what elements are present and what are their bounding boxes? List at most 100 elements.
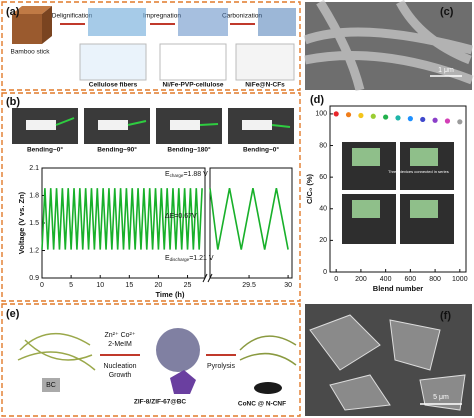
point [370, 113, 376, 119]
voltage-line [41, 188, 203, 250]
stage-label: NiFe@N-CFs [245, 82, 285, 89]
wire [127, 120, 147, 126]
plot-frame [329, 105, 467, 273]
x-tick-label: 1000 [452, 276, 468, 283]
y-tick-label: 40 [319, 206, 327, 213]
y-axis-label: Voltage (V vs. Zn) [17, 191, 26, 254]
x-axis-label: Blend number [373, 284, 424, 293]
x-tick-label: 10 [96, 282, 104, 289]
y-tick-label: 60 [319, 174, 327, 181]
panel-b-frame [1, 92, 301, 302]
annotation-part: =1.21 V [189, 255, 214, 262]
scale-label: 1 μm [438, 67, 454, 74]
fibers [239, 335, 297, 366]
panel-label: (e) [6, 308, 20, 320]
fiber-texture [303, 0, 474, 92]
point [383, 114, 389, 120]
axis-break [202, 273, 213, 283]
y-axis-label: C/C₀ (%) [305, 173, 314, 204]
mof-crystal [170, 370, 196, 394]
x-tick-label: 15 [125, 282, 133, 289]
device [352, 200, 380, 218]
annotation-part: discharge [170, 257, 190, 262]
product-label: CoNC @ N-CNF [238, 401, 286, 408]
annotation-part: =1.88 V [183, 171, 208, 178]
voltage-line [209, 188, 289, 250]
wire [199, 123, 219, 126]
inset-photos: Three devices connected in series [342, 142, 454, 244]
annotation: ΔE=0.67V [165, 213, 197, 220]
photo-label: Bending−0° [27, 146, 63, 154]
point [432, 117, 438, 123]
ions-label: Zn²⁺ Co²⁺ [104, 332, 135, 339]
x-tick-label: 30 [284, 282, 292, 289]
stage-box [159, 43, 227, 81]
panel-c: 1 μm (c) [303, 0, 474, 92]
point [407, 116, 413, 122]
fibers-icon [88, 8, 146, 36]
y-tick-label: 20 [319, 237, 327, 244]
product-powder [254, 382, 282, 394]
annotation: Edischarge=1.21 V [165, 255, 214, 262]
x-tick-label: 29.5 [242, 282, 256, 289]
x-tick-label: 200 [355, 276, 367, 283]
wire [55, 117, 75, 126]
growth-label: Growth [109, 372, 132, 379]
x-tick-label: 0 [40, 282, 44, 289]
mof-cluster [156, 328, 200, 372]
panel-label: (a) [6, 6, 20, 18]
bc-block [42, 378, 60, 392]
step-label: Carbonization [222, 13, 262, 20]
annotation: Echarge=1.88 V [165, 171, 208, 178]
mid-label: ZIF-8/ZIF-67@BC [134, 399, 187, 406]
photo-row: Bending−0° Bending−90° Bending−180° Bending… [12, 108, 294, 154]
step-label: Delignification [52, 13, 93, 20]
fibers-icon [258, 8, 296, 36]
x-tick-label: 800 [429, 276, 441, 283]
x-tick-label: 400 [380, 276, 392, 283]
y-tick-label: 1.2 [29, 247, 39, 254]
point [333, 111, 339, 117]
photo-label: Bending−180° [167, 146, 211, 154]
fibers [17, 333, 96, 371]
device [352, 148, 380, 166]
bamboo-label: Bamboo stick [10, 49, 50, 56]
y-tick-label: 100 [315, 111, 327, 118]
y-tick-label: 80 [319, 142, 327, 149]
device [242, 120, 272, 130]
flake-texture [309, 314, 466, 411]
stage-box [235, 43, 295, 81]
point [358, 112, 364, 119]
panel-d: (d) Three devices connected in series [310, 94, 454, 244]
device [410, 200, 438, 218]
bamboo-top [12, 6, 52, 14]
ligand-label: 2-MeIM [108, 341, 132, 348]
x-tick-label: 0 [334, 276, 338, 283]
device [98, 120, 128, 130]
x-axis-label: Time (h) [155, 290, 185, 299]
point [420, 116, 426, 123]
y-tick-label: 0.9 [29, 275, 39, 282]
fibers-icon [178, 8, 228, 36]
stage-label: Ni/Fe-PVP-cellulose [162, 82, 223, 89]
panel-label: (c) [440, 6, 454, 18]
device [26, 120, 56, 130]
panel-a-frame [1, 1, 301, 91]
bamboo-block [12, 14, 42, 44]
device [410, 148, 438, 166]
annotation-part: E [165, 255, 170, 262]
point [395, 115, 401, 121]
stage-label: Cellulose fibers [89, 82, 138, 89]
panel-a: Bamboo stick Delignification Impregnatio… [6, 6, 296, 89]
panel-label: (f) [440, 310, 451, 322]
device [170, 120, 200, 130]
scale-label: 5 μm [433, 394, 449, 401]
plot-frame [209, 167, 293, 279]
photo-label: Bending−90° [97, 146, 137, 154]
point [444, 118, 451, 124]
pyrolysis-label: Pyrolysis [207, 363, 236, 370]
y-tick-label: 1.8 [29, 192, 39, 199]
stage-box [79, 43, 147, 81]
annotation-part: E [165, 171, 170, 178]
